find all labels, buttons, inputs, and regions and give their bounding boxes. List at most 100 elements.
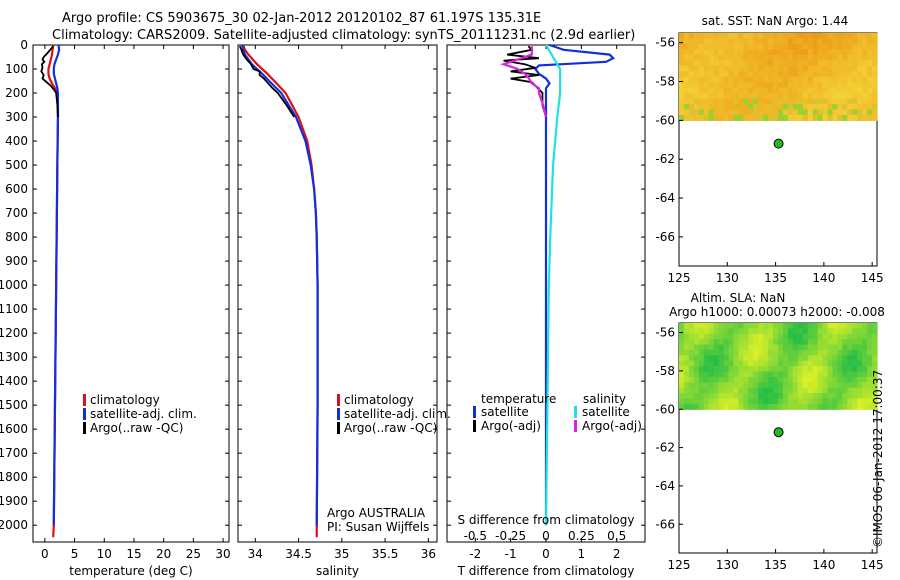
sla_map-cell bbox=[867, 382, 873, 389]
sla_map-cell bbox=[862, 366, 868, 373]
sst_map-cell bbox=[679, 82, 685, 89]
sst_map-cell bbox=[787, 33, 794, 40]
sla_map-cell bbox=[792, 355, 799, 362]
sst_map-cell bbox=[857, 114, 863, 121]
sst_map-cell bbox=[857, 76, 863, 83]
sla_map-cell bbox=[847, 371, 853, 378]
sst_map-cell bbox=[867, 114, 873, 121]
sst_map-cell bbox=[857, 43, 863, 50]
sla_map-cell bbox=[748, 349, 754, 356]
sla_map-cell bbox=[857, 333, 863, 340]
sst_map-cell bbox=[679, 87, 685, 94]
sla_map-panel: 125 130 135 140 145 -56 -58 -60 -62 -64 -66 bbox=[655, 322, 884, 572]
depth-tick-label: 200 bbox=[5, 86, 28, 100]
sst_map-cell bbox=[857, 49, 863, 56]
sla_map-cell bbox=[842, 382, 848, 389]
sst_map-cell bbox=[797, 54, 804, 61]
sst_map-cell bbox=[792, 114, 799, 121]
sla_map-cell bbox=[728, 403, 735, 410]
sla_map-cell bbox=[867, 323, 873, 329]
sla_map-cell bbox=[679, 393, 685, 400]
sst_map-cell bbox=[728, 43, 735, 50]
sla_map-cell bbox=[703, 387, 710, 394]
sst_map-ytick-label: -60 bbox=[655, 113, 675, 127]
difference-legend-label: Argo(-adj) bbox=[481, 419, 541, 433]
depth-tick-label: 500 bbox=[5, 158, 28, 172]
sla_map-cell bbox=[698, 355, 705, 362]
sst_map-cell bbox=[728, 98, 735, 105]
sla_map-cell bbox=[862, 344, 868, 351]
sst_map-xtick-label: 145 bbox=[861, 271, 884, 285]
sla_map-cell bbox=[797, 366, 804, 373]
sst_map-cell bbox=[763, 87, 769, 94]
sla_map-cell bbox=[862, 387, 868, 394]
sst_map-cell bbox=[857, 87, 863, 94]
salinity-plot-frame bbox=[237, 44, 438, 543]
temperature-legend-swatch bbox=[83, 408, 86, 420]
sla_map-cell bbox=[708, 344, 715, 351]
sst_map-cell bbox=[718, 38, 725, 45]
sla_map-cell bbox=[778, 376, 784, 383]
sst_map-cell bbox=[832, 93, 838, 100]
sst_map-cell bbox=[743, 33, 749, 40]
sla_map-cell bbox=[797, 393, 804, 400]
sla_map-cell bbox=[842, 333, 848, 340]
sla_map-cell bbox=[768, 360, 774, 367]
sla_map-cell bbox=[688, 398, 695, 405]
sla_map-cell bbox=[703, 349, 710, 356]
sla_map-cell bbox=[758, 344, 764, 351]
sst_map-cell bbox=[852, 87, 858, 94]
sst_map-cell bbox=[837, 82, 843, 89]
sla_map-cell bbox=[708, 393, 715, 400]
sla_map-cell bbox=[797, 382, 804, 389]
sla_map-cell bbox=[683, 403, 690, 410]
sst_map-cell bbox=[763, 98, 769, 105]
sst_map-cell bbox=[713, 109, 720, 116]
sla_map-cell bbox=[832, 349, 838, 356]
sla_map-cell bbox=[807, 323, 814, 329]
sst_map-cell bbox=[852, 43, 858, 50]
sla_map-cell bbox=[782, 328, 789, 335]
sla_map-cell bbox=[733, 376, 739, 383]
sla_map-cell bbox=[723, 360, 730, 367]
sla_map-cell bbox=[763, 355, 769, 362]
sla_map-cell bbox=[713, 333, 720, 340]
sla_map-cell bbox=[842, 360, 848, 367]
sla_map-cell bbox=[812, 382, 819, 389]
sst_map-cell bbox=[862, 54, 868, 61]
sst_map-cell bbox=[842, 76, 848, 83]
sst_map-cell bbox=[852, 33, 858, 40]
sst_map-cell bbox=[778, 49, 784, 56]
sst_map-cell bbox=[679, 33, 685, 40]
sst_map-cell bbox=[683, 54, 690, 61]
sst_map-cell bbox=[679, 114, 685, 121]
sla_map-cell bbox=[688, 344, 695, 351]
imos-timestamp: ©IMOS 06-Jan-2012 17:00:37 bbox=[871, 369, 885, 548]
sst_map-cell bbox=[837, 71, 843, 78]
sst_map-cell bbox=[822, 71, 829, 78]
sst_map-cell bbox=[693, 43, 700, 50]
sla_map-cell bbox=[827, 360, 834, 367]
sst_map-cell bbox=[718, 93, 725, 100]
salinity-panel: 34 34.5 35 35.5 36 salinity bbox=[237, 44, 438, 578]
sla_map-cell bbox=[822, 366, 829, 373]
sst_map-cell bbox=[807, 98, 814, 105]
sst_map-cell bbox=[782, 103, 789, 111]
sla_map-cell bbox=[773, 349, 779, 356]
sst_map-cell bbox=[842, 98, 848, 105]
sla_map-cell bbox=[728, 328, 735, 335]
sst_map-cell bbox=[802, 93, 809, 100]
sst_map-cell bbox=[807, 49, 814, 56]
sla_map-cell bbox=[763, 349, 769, 356]
sst_map-cell bbox=[733, 65, 739, 72]
sst_map-cell bbox=[822, 49, 829, 56]
sla_map-cell bbox=[807, 349, 814, 356]
sla_map-cell bbox=[708, 349, 715, 356]
sst_map-cell bbox=[758, 60, 764, 67]
sla_map-cell bbox=[797, 355, 804, 362]
sla_map-cell bbox=[792, 339, 799, 346]
sst_map-cell bbox=[773, 38, 779, 45]
sst_map-cell bbox=[758, 71, 764, 78]
sla_map-cell bbox=[738, 355, 744, 362]
sst_map-cell bbox=[842, 93, 848, 100]
